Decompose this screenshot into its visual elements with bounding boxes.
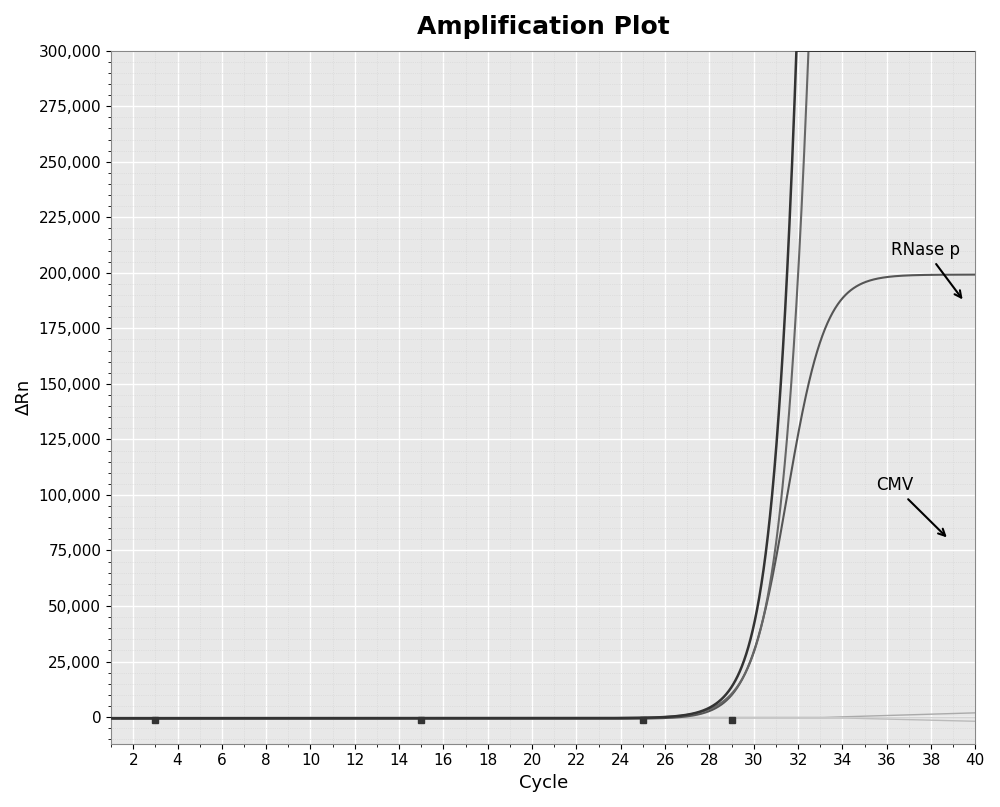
- X-axis label: Cycle: Cycle: [519, 774, 568, 792]
- Text: CMV: CMV: [876, 476, 945, 536]
- Title: Amplification Plot: Amplification Plot: [417, 15, 670, 39]
- Text: RNase p: RNase p: [891, 241, 961, 298]
- Y-axis label: ΔRn: ΔRn: [15, 379, 33, 416]
